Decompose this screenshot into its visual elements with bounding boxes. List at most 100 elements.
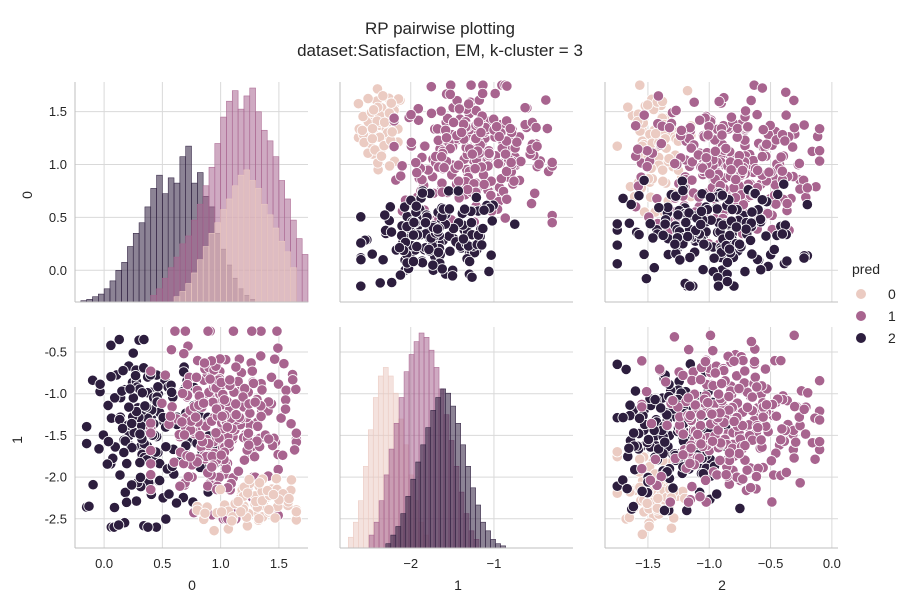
scatter-point-pred-2 (627, 500, 639, 513)
x-tick-label: 0.0 (95, 556, 113, 571)
scatter-point-pred-0 (657, 175, 669, 187)
scatter-point-pred-2 (160, 441, 172, 453)
scatter-point-pred-1 (190, 411, 202, 423)
hist-bar-pred-1 (368, 534, 375, 549)
scatter-point-pred-1 (716, 129, 728, 141)
scatter-point-pred-1 (252, 420, 264, 432)
scatter-point-pred-2 (698, 238, 710, 250)
scatter-point-pred-1 (256, 384, 268, 396)
scatter-point-pred-1 (776, 423, 788, 435)
scatter-point-pred-1 (279, 403, 292, 415)
scatter-point-pred-2 (644, 218, 656, 230)
hist-bar-pred-0 (202, 246, 210, 303)
scatter-point-pred-1 (436, 151, 448, 163)
scatter-point-pred-2 (163, 488, 175, 500)
scatter-point-pred-1 (686, 480, 698, 493)
scatter-point-pred-2 (139, 400, 151, 412)
scatter-point-pred-2 (739, 265, 751, 278)
scatter-point-pred-1 (255, 410, 267, 423)
legend-title: pred (852, 261, 880, 277)
scatter-point-pred-1 (712, 388, 725, 400)
scatter-point-pred-2 (756, 194, 768, 206)
scatter-point-pred-2 (624, 399, 636, 411)
scatter-point-pred-1 (707, 345, 719, 357)
scatter-point-pred-1 (220, 463, 232, 475)
scatter-point-pred-1 (788, 122, 800, 134)
scatter-point-pred-1 (232, 465, 245, 477)
scatter-point-pred-1 (742, 121, 754, 133)
scatter-point-pred-1 (775, 434, 787, 446)
scatter-point-pred-2 (134, 471, 147, 484)
hist-bar-pred-0 (362, 465, 369, 549)
scatter-point-pred-1 (194, 429, 206, 442)
scatter-point-pred-1 (630, 120, 642, 132)
hist-bar-pred-2 (109, 280, 117, 303)
scatter-point-pred-2 (394, 269, 407, 281)
scatter-point-pred-2 (102, 399, 114, 412)
scatter-point-pred-1 (682, 392, 694, 404)
legend: pred 0 1 2 (852, 261, 896, 346)
scatter-point-pred-2 (386, 276, 398, 289)
scatter-point-pred-0 (642, 99, 654, 111)
hist-bar-pred-2 (92, 296, 99, 303)
scatter-point-pred-1 (714, 454, 726, 467)
scatter-point-pred-1 (700, 152, 712, 164)
scatter-point-pred-1 (489, 87, 501, 100)
scatter-point-pred-1 (169, 325, 181, 337)
scatter-point-pred-2 (408, 216, 420, 229)
scatter-point-pred-1 (184, 451, 196, 463)
scatter-point-pred-1 (242, 427, 255, 439)
scatter-point-pred-2 (436, 263, 448, 275)
scatter-point-pred-1 (694, 114, 706, 126)
hist-bar-pred-2 (127, 246, 134, 303)
scatter-point-pred-1 (500, 165, 513, 178)
scatter-point-pred-2 (160, 513, 172, 525)
hist-bar-pred-2 (425, 427, 432, 549)
hist-bar-pred-0 (214, 222, 221, 303)
scatter-point-pred-1 (775, 355, 787, 367)
scatter-point-pred-1 (453, 103, 465, 115)
x-tick-label: 1.5 (270, 556, 288, 571)
scatter-point-pred-1 (660, 376, 672, 388)
hist-bar-pred-2 (490, 539, 496, 549)
x-tick-label: −0.5 (758, 556, 784, 571)
scatter-point-pred-2 (726, 203, 738, 216)
scatter-point-pred-1 (677, 449, 689, 461)
y-tick-label: 1.0 (49, 157, 67, 172)
scatter-point-pred-1 (290, 383, 302, 395)
scatter-point-pred-1 (412, 103, 424, 115)
scatter-point-pred-1 (720, 469, 732, 481)
scatter-point-pred-1 (737, 473, 749, 485)
hist-bar-pred-2 (415, 461, 422, 549)
scatter-point-pred-1 (440, 132, 453, 144)
hist-bar-pred-2 (465, 465, 471, 549)
scatter-point-pred-1 (760, 399, 773, 411)
scatter-point-pred-1 (515, 155, 527, 168)
scatter-point-pred-2 (684, 251, 696, 264)
scatter-point-pred-0 (611, 446, 623, 458)
hist-bar-pred-1 (156, 288, 163, 303)
y-tick-label: -0.5 (45, 345, 67, 360)
scatter-point-pred-2 (716, 189, 728, 201)
hist-bar-pred-2 (150, 188, 157, 303)
hist-bar-pred-2 (98, 293, 105, 303)
hist-bar-pred-0 (348, 536, 354, 549)
scatter-point-pred-2 (105, 339, 117, 351)
scatter-point-pred-0 (215, 506, 228, 518)
scatter-point-pred-2 (120, 496, 133, 508)
panel-row0-col0: 0.0 0.5 1.0 1.5 (49, 82, 309, 303)
scatter-point-pred-2 (483, 265, 495, 278)
hist-bar-pred-0 (284, 251, 291, 303)
scatter-point-pred-2 (617, 192, 629, 204)
scatter-point-pred-1 (755, 434, 767, 446)
scatter-point-pred-1 (425, 81, 437, 93)
scatter-point-pred-2 (121, 457, 133, 470)
scatter-point-pred-1 (246, 325, 258, 337)
scatter-point-pred-2 (772, 188, 784, 200)
scatter-point-pred-2 (672, 209, 684, 221)
legend-label-0: 0 (888, 286, 896, 302)
scatter-point-pred-1 (511, 136, 523, 148)
scatter-point-pred-1 (632, 143, 644, 155)
scatter-point-pred-2 (724, 229, 736, 241)
scatter-point-pred-2 (355, 280, 367, 292)
